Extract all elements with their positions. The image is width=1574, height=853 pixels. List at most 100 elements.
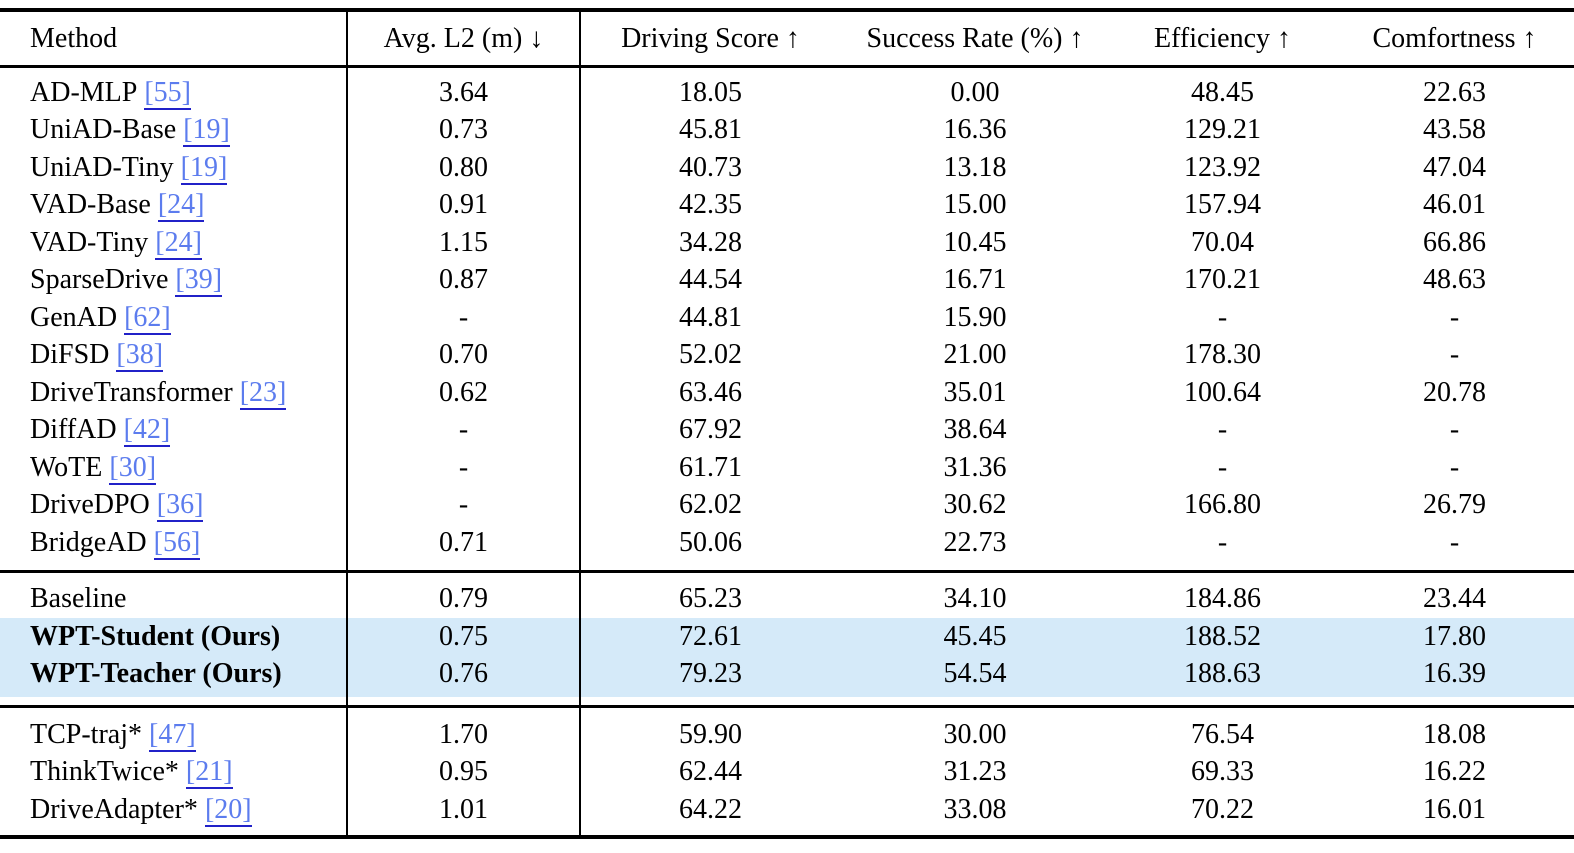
section-divider-rule [0, 697, 1574, 707]
value-cell: 65.23 [679, 583, 742, 615]
method-name: DiffAD [30, 414, 117, 446]
citation-link[interactable]: [19] [180, 151, 228, 185]
method-name: BridgeAD [30, 526, 147, 558]
citation-link[interactable]: [21] [185, 756, 233, 790]
table-row: BridgeAD [56] 0.71 50.06 22.73- - [0, 524, 1574, 562]
citation-link[interactable]: [39] [175, 264, 223, 298]
value-cell: 48.45 [1191, 76, 1254, 108]
value-cell: - [1217, 301, 1228, 333]
value-cell: 62.02 [679, 489, 742, 521]
value-cell: 50.06 [679, 526, 742, 558]
value-cell: 43.58 [1423, 114, 1486, 146]
method-cell: BridgeAD [56] [0, 524, 348, 562]
table-row: WoTE [30] -61.71 31.36- - [0, 449, 1574, 487]
value-cell: 33.08 [943, 793, 1007, 825]
method-cell: AD-MLP [55] [0, 66, 348, 112]
value-cell: 0.76 [347, 655, 581, 697]
section-divider-rule [0, 561, 1574, 572]
citation-link[interactable]: [20] [204, 793, 252, 827]
value-cell: 42.35 [679, 189, 742, 221]
value-cell: 178.30 [1184, 339, 1261, 371]
citation-link[interactable]: [38] [116, 339, 164, 373]
method-name: VAD-Tiny [30, 226, 149, 258]
method-cell: WPT-Student (Ours) [0, 618, 348, 656]
method-cell: DriveTransformer [23] [0, 374, 348, 412]
value-cell: 22.63 [1423, 76, 1486, 108]
value-cell: 16.01 [1423, 793, 1486, 825]
value-cell: 54.54 [943, 658, 1007, 690]
value-cell: 13.18 [943, 151, 1007, 183]
table-header: Method Avg. L2 (m) ↓ Driving Score ↑ Suc… [0, 10, 1574, 68]
method-name: WPT-Teacher (Ours) [30, 658, 282, 690]
citation-link[interactable]: [47] [149, 718, 196, 752]
value-cell: 170.21 [1184, 264, 1261, 296]
method-name: VAD-Base [30, 189, 151, 221]
value-cell: 52.02 [679, 339, 742, 371]
value-cell: 69.33 [1191, 756, 1254, 788]
divider-cell [840, 562, 1110, 572]
value-cell: 15.90 [943, 301, 1007, 333]
citation-link[interactable]: [24] [157, 189, 205, 223]
value-cell: 0.80 [347, 149, 581, 187]
value-cell: 45.45 [943, 620, 1007, 652]
method-cell: VAD-Tiny [24] [0, 224, 348, 262]
table-row: UniAD-Base [19] 0.73 45.81 16.36 129.21 43.58 [0, 111, 1574, 149]
column-header-success-rate: Success Rate (%) ↑ [840, 10, 1110, 68]
value-cell: 76.54 [1191, 718, 1254, 750]
value-cell: 188.52 [1184, 620, 1261, 652]
table-row: VAD-Base [24] 0.91 42.35 15.00 157.94 46.01 [0, 186, 1574, 224]
method-name: UniAD-Tiny [30, 151, 174, 183]
value-cell: 16.36 [943, 114, 1007, 146]
method-cell: DriveAdapter* [20] [0, 791, 348, 837]
value-cell: - [1449, 301, 1460, 333]
value-cell: 129.21 [1184, 114, 1261, 146]
column-header-method: Method [0, 10, 348, 68]
method-name: WoTE [30, 451, 103, 483]
value-cell: - [347, 449, 581, 487]
value-cell: 22.73 [943, 526, 1007, 558]
citation-link[interactable]: [56] [153, 526, 201, 560]
table-row: Baseline 0.79 65.23 34.10 184.86 23.44 [0, 571, 1574, 618]
value-cell: 20.78 [1423, 376, 1486, 408]
method-name: DriveTransformer [30, 376, 233, 408]
column-header-avg-l2: Avg. L2 (m) ↓ [347, 10, 581, 68]
citation-link[interactable]: [36] [156, 489, 204, 523]
citation-link[interactable]: [42] [123, 414, 171, 448]
method-cell: GenAD [62] [0, 299, 348, 337]
column-header-driving-score: Driving Score ↑ [580, 10, 840, 68]
divider-cell [0, 697, 348, 707]
table-body: AD-MLP [55] 3.64 18.05 0.00 48.45 22.63 UniAD-B… [0, 66, 1574, 837]
value-cell: 16.22 [1423, 756, 1486, 788]
table-row: DriveAdapter* [20] 1.01 64.22 33.08 70.22 16.0… [0, 791, 1574, 837]
table-row: DriveDPO [36] -62.02 30.62 166.80 26.79 [0, 486, 1574, 524]
method-name: AD-MLP [30, 76, 138, 108]
value-cell: 0.79 [347, 571, 581, 618]
column-header-efficiency: Efficiency ↑ [1110, 10, 1335, 68]
citation-link[interactable]: [19] [183, 114, 230, 148]
method-cell: DriveDPO [36] [0, 486, 348, 524]
method-name: ThinkTwice* [30, 756, 179, 788]
column-header-comfortness: Comfortness ↑ [1335, 10, 1574, 68]
value-cell: 21.00 [943, 339, 1007, 371]
value-cell: 0.70 [347, 336, 581, 374]
table-row: WPT-Teacher (Ours) 0.76 79.23 54.54 188.63 16… [0, 655, 1574, 697]
table-row: AD-MLP [55] 3.64 18.05 0.00 48.45 22.63 [0, 66, 1574, 112]
divider-cell [1110, 562, 1335, 572]
value-cell: 38.64 [943, 414, 1007, 446]
table-row: WPT-Student (Ours) 0.75 72.61 45.45 188.52 17… [0, 618, 1574, 656]
citation-link[interactable]: [62] [124, 301, 171, 335]
value-cell: 0.87 [347, 261, 581, 299]
value-cell: - [1217, 414, 1228, 446]
value-cell: - [1217, 526, 1228, 558]
value-cell: - [1449, 414, 1460, 446]
citation-link[interactable]: [30] [109, 451, 157, 485]
value-cell: 15.00 [943, 189, 1007, 221]
value-cell: 34.28 [679, 226, 742, 258]
citation-link[interactable]: [55] [144, 76, 191, 110]
citation-link[interactable]: [24] [155, 226, 202, 260]
citation-link[interactable]: [23] [239, 376, 287, 410]
method-name: GenAD [30, 301, 118, 333]
value-cell: 0.75 [347, 618, 581, 656]
value-cell: 59.90 [679, 718, 742, 750]
method-cell: SparseDrive [39] [0, 261, 348, 299]
